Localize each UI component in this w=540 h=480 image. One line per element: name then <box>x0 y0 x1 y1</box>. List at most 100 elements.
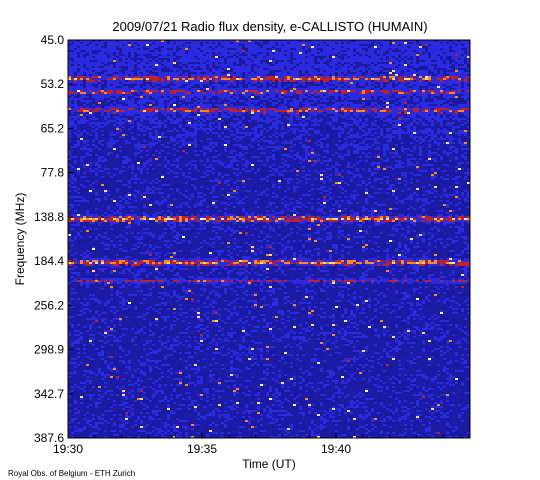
heatmap-cell <box>179 78 182 80</box>
heatmap-cell <box>98 94 101 96</box>
heatmap-cell <box>413 52 416 54</box>
heatmap-cell <box>179 50 182 52</box>
heatmap-cell <box>98 62 101 64</box>
heatmap-cell <box>236 100 239 102</box>
heatmap-cell <box>350 58 353 60</box>
heatmap-cell <box>140 108 143 110</box>
heatmap-cell <box>173 72 176 74</box>
heatmap-cell <box>155 48 158 50</box>
heatmap-cell <box>272 72 275 74</box>
heatmap-cell <box>302 64 305 66</box>
heatmap-cell <box>191 68 194 70</box>
heatmap-cell <box>224 74 227 76</box>
heatmap-cell <box>314 56 317 58</box>
heatmap-cell <box>209 98 212 100</box>
heatmap-cell <box>395 96 398 98</box>
heatmap-cell <box>398 44 401 46</box>
heatmap-cell <box>104 56 107 58</box>
heatmap-cell <box>134 110 137 112</box>
heatmap-cell <box>83 112 86 114</box>
heatmap-cell <box>272 104 275 106</box>
heatmap-cell <box>374 42 377 44</box>
heatmap-cell <box>305 76 308 78</box>
heatmap-cell <box>215 82 218 84</box>
heatmap-cell <box>431 84 434 86</box>
heatmap-cell <box>95 42 98 44</box>
heatmap-cell <box>278 96 281 98</box>
heatmap-cell <box>116 48 119 50</box>
heatmap-cell <box>119 110 122 112</box>
heatmap-cell <box>218 108 221 110</box>
heatmap-cell <box>164 80 167 82</box>
heatmap-cell <box>113 50 116 52</box>
heatmap-cell <box>293 78 296 80</box>
heatmap-cell <box>446 64 449 66</box>
heatmap-cell <box>401 106 404 108</box>
heatmap-cell <box>410 52 413 54</box>
heatmap-cell <box>242 72 245 74</box>
heatmap-cell <box>104 54 107 56</box>
heatmap-cell <box>236 72 239 74</box>
heatmap-cell <box>293 108 296 110</box>
heatmap-cell <box>95 64 98 66</box>
heatmap-cell <box>152 108 155 110</box>
heatmap-cell <box>140 60 143 62</box>
heatmap-cell <box>239 62 242 64</box>
heatmap-cell <box>206 76 209 78</box>
heatmap-cell <box>197 52 200 54</box>
heatmap-cell <box>194 64 197 66</box>
heatmap-cell <box>443 46 446 48</box>
heatmap-cell <box>269 42 272 44</box>
heatmap-cell <box>437 56 440 58</box>
heatmap-cell <box>146 60 149 62</box>
heatmap-cell <box>350 106 353 108</box>
heatmap-cell <box>407 84 410 86</box>
heatmap-cell <box>431 50 434 52</box>
heatmap-cell <box>296 46 299 48</box>
heatmap-cell <box>209 82 212 84</box>
heatmap-cell <box>221 90 224 92</box>
heatmap-cell <box>278 74 281 76</box>
heatmap-cell <box>83 98 86 100</box>
heatmap-cell <box>287 86 290 88</box>
heatmap-cell <box>155 112 158 114</box>
heatmap-cell <box>380 112 383 114</box>
heatmap-cell <box>218 74 221 76</box>
heatmap-cell <box>437 44 440 46</box>
heatmap-cell <box>218 68 221 70</box>
heatmap-cell <box>305 46 308 48</box>
heatmap-cell <box>110 64 113 66</box>
heatmap-cell <box>260 60 263 62</box>
heatmap-cell <box>461 106 464 108</box>
heatmap-cell <box>305 88 308 90</box>
heatmap-cell <box>164 94 167 96</box>
heatmap-cell <box>83 84 86 86</box>
heatmap-cell <box>320 92 323 94</box>
heatmap-cell <box>395 76 398 78</box>
heatmap-cell <box>101 48 104 50</box>
heatmap-cell <box>299 108 302 110</box>
heatmap-cell <box>242 78 245 80</box>
heatmap-cell <box>74 76 77 78</box>
heatmap-cell <box>314 100 317 102</box>
heatmap-cell <box>122 46 125 48</box>
heatmap-cell <box>80 90 83 92</box>
heatmap-cell <box>452 58 455 60</box>
heatmap-cell <box>131 58 134 60</box>
heatmap-cell <box>161 52 164 54</box>
heatmap-cell <box>359 88 362 90</box>
heatmap-cell <box>158 68 161 70</box>
heatmap-cell <box>302 54 305 56</box>
heatmap-cell <box>350 52 353 54</box>
heatmap-cell <box>338 58 341 60</box>
heatmap-cell <box>224 72 227 74</box>
heatmap-cell <box>143 80 146 82</box>
heatmap-cell <box>188 46 191 48</box>
heatmap-cell <box>398 46 401 48</box>
heatmap-cell <box>329 66 332 68</box>
heatmap-cell <box>380 70 383 72</box>
heatmap-cell <box>350 44 353 46</box>
heatmap-cell <box>185 106 188 108</box>
heatmap-cell <box>404 50 407 52</box>
heatmap-cell <box>407 94 410 96</box>
